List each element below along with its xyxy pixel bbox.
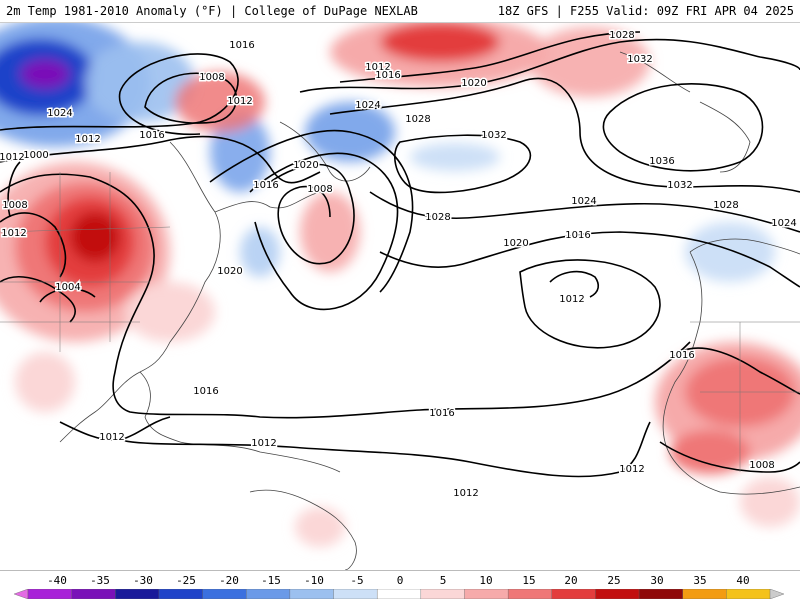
colorbar-segment [551, 589, 597, 599]
isobar-label: 1008 [2, 200, 27, 211]
isobar-label: 1024 [771, 218, 796, 229]
colorbar-segment [595, 589, 640, 599]
isobar-label: 1024 [355, 100, 380, 111]
isobar-label: 1020 [461, 78, 486, 89]
legend-tick: 40 [736, 574, 750, 587]
legend-tick-labels: -40 -35 -30 -25 -20 -15 -10 -5 0 5 10 15… [0, 574, 800, 588]
legend-tick: 15 [522, 574, 536, 587]
colorbar-segment [158, 589, 204, 599]
isobar-label: 1020 [503, 238, 528, 249]
isobars [0, 31, 800, 478]
map-header: 2m Temp 1981-2010 Anomaly (°F) | College… [0, 0, 800, 23]
coastlines [59, 51, 800, 571]
isobar-label: 1012 [0, 152, 25, 163]
legend-tick: -30 [133, 574, 153, 587]
isobar-label: 1028 [425, 212, 450, 223]
isobar-label: 1020 [217, 266, 242, 277]
isobar-label: 1016 [229, 40, 254, 51]
legend-tick: -5 [350, 574, 364, 587]
legend-tick: 5 [439, 574, 447, 587]
isobar-label: 1008 [199, 72, 224, 83]
legend-tick: 25 [607, 574, 621, 587]
isobar-label: 1024 [47, 108, 72, 119]
legend-tick: -25 [176, 574, 196, 587]
isobar-label: 1012 [365, 62, 390, 73]
color-scale-legend: -40 -35 -30 -25 -20 -15 -10 -5 0 5 10 15… [0, 570, 800, 601]
colorbar-segment [507, 589, 553, 599]
isobar-label: 1016 [669, 350, 694, 361]
legend-tick: 30 [650, 574, 664, 587]
colorbar-segment [14, 589, 29, 599]
colorbar-segment [333, 589, 378, 599]
legend-tick: -20 [219, 574, 239, 587]
political-borders [0, 172, 800, 472]
legend-tick: -15 [261, 574, 281, 587]
colorbar-segment [246, 589, 291, 599]
isobar-label: 1028 [609, 30, 634, 41]
legend-tick: 35 [693, 574, 707, 587]
isobar-label: 1024 [571, 196, 596, 207]
isobar-label: 1032 [481, 130, 506, 141]
isobar-label: 1020 [293, 160, 318, 171]
isobar-label: 1016 [193, 386, 218, 397]
colorbar-segment [202, 589, 247, 599]
colorbar-segment [464, 589, 509, 599]
isobar-label: 1012 [251, 438, 276, 449]
colorbar-segment [115, 589, 160, 599]
colorbar-segment [638, 589, 684, 599]
legend-tick: -10 [304, 574, 324, 587]
isobar-label: 1012 [99, 432, 124, 443]
colorbar-segment [420, 589, 466, 599]
isobar-label: 1032 [627, 54, 652, 65]
isobar-label: 1028 [405, 114, 430, 125]
colorbar-segment [71, 589, 116, 599]
legend-tick: 0 [396, 574, 404, 587]
isobar-label: 1008 [307, 184, 332, 195]
colorbar-segment [682, 589, 728, 599]
isobar-labels: 1016 1012 1008 1024 1012 1000 1008 1004 … [0, 29, 798, 501]
weather-map: 1016 1012 1008 1024 1012 1000 1008 1004 … [0, 17, 800, 571]
isobar-label: 1016 [253, 180, 278, 191]
isobar-label: 1012 [227, 96, 252, 107]
colorbar-segment [726, 589, 771, 599]
colorbar-segment [769, 589, 784, 599]
isobar-label: 1012 [453, 488, 478, 499]
isobar-label: 1028 [713, 200, 738, 211]
legend-tick: -35 [90, 574, 110, 587]
legend-tick: 20 [564, 574, 578, 587]
colorbar-segment [27, 589, 73, 599]
legend-tick: 10 [479, 574, 493, 587]
isobar-label: 1016 [565, 230, 590, 241]
isobar-label: 1012 [1, 228, 26, 239]
isobar-label: 1000 [23, 150, 48, 161]
isobar-label: 1032 [667, 180, 692, 191]
isobar-label: 1016 [375, 70, 400, 81]
isobar-label: 1008 [749, 460, 774, 471]
isobar-label: 1012 [75, 134, 100, 145]
isobar-label: 1012 [619, 464, 644, 475]
colorbar-segment [376, 589, 422, 599]
isobar-label: 1016 [429, 408, 454, 419]
isobar-label: 1036 [649, 156, 674, 167]
colorbar [14, 589, 784, 599]
map-canvas: 1016 1012 1008 1024 1012 1000 1008 1004 … [0, 17, 800, 571]
temperature-anomaly-shading [0, 17, 800, 547]
colorbar-segment [289, 589, 335, 599]
isobar-label: 1016 [139, 130, 164, 141]
isobar-label: 1012 [559, 294, 584, 305]
isobar-label: 1004 [55, 282, 80, 293]
legend-tick: -40 [47, 574, 67, 587]
model-run-info: 18Z GFS | F255 Valid: 09Z FRI APR 04 202… [497, 4, 794, 18]
map-title: 2m Temp 1981-2010 Anomaly (°F) | College… [6, 4, 418, 18]
